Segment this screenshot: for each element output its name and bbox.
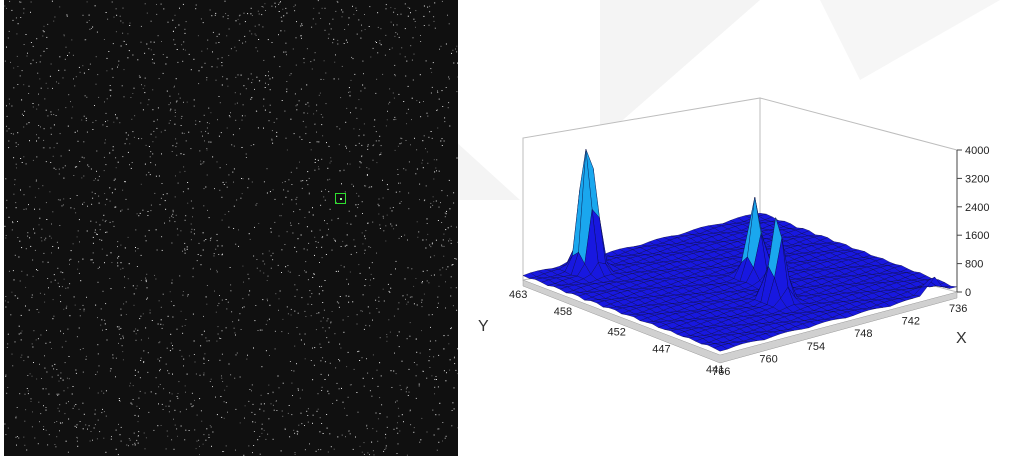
z-tick-label: 1600 [965,230,989,242]
x-tick-label: 736 [949,303,967,315]
x-axis-label: X [956,330,967,347]
y-tick-label: 447 [652,344,670,356]
x-tick-label: 766 [712,366,730,378]
z-tick-label: 0 [965,287,971,299]
z-tick-label: 800 [965,259,983,271]
x-tick-label: 754 [807,341,825,353]
y-tick-label: 452 [608,327,626,339]
surface-mesh [522,148,958,352]
roi-selection-box[interactable] [335,193,346,204]
z-tick-label: 2400 [965,202,989,214]
y-tick-label: 458 [554,306,572,318]
x-tick-label: 748 [854,328,872,340]
z-tick-label: 3200 [965,173,989,185]
x-tick-label: 760 [759,353,777,365]
y-tick-label: 441 [706,364,724,376]
roi-star [340,198,342,200]
star-field [4,0,458,456]
x-tick-label: 742 [902,316,920,328]
z-tick-label: 4000 [965,145,989,157]
surface-plot-panel: 0 800 1600 2400 3200 4000 463 458 452 447 441 766 76… [470,70,1010,390]
y-axis-label: Y [478,318,489,335]
ccd-image-panel [4,0,458,456]
y-tick-label: 463 [509,289,527,301]
